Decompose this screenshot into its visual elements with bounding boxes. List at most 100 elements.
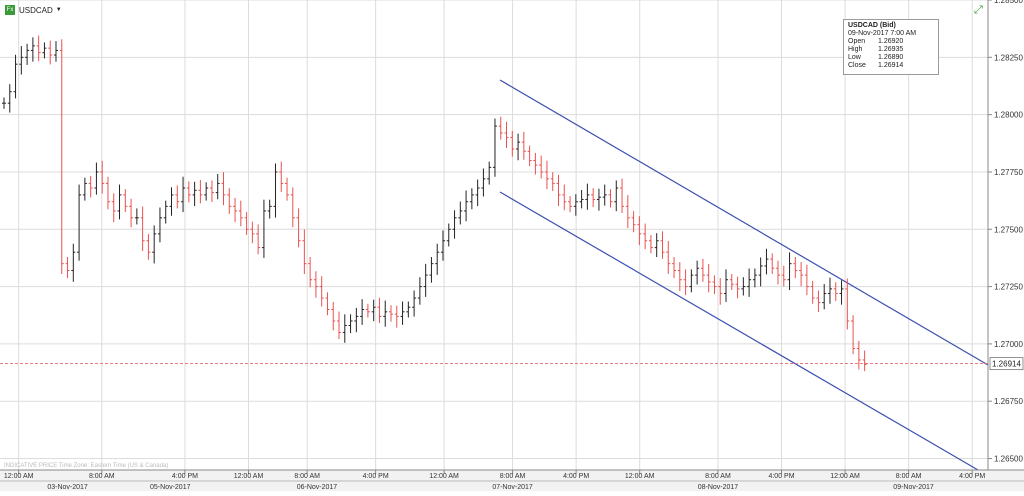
ohlc-bar — [770, 253, 775, 274]
x-tick-label: 12:00 AM — [625, 473, 655, 480]
ohlc-bar — [498, 116, 503, 140]
ohlc-bar — [585, 183, 590, 210]
ohlc-bar — [643, 223, 648, 250]
ohlc-bar — [625, 195, 630, 229]
ohlc-bar — [804, 264, 809, 296]
ohlc-bar — [30, 37, 35, 62]
ohlc-bar — [735, 276, 740, 299]
ohlc-bar — [781, 265, 786, 287]
ohlc-bar — [683, 269, 688, 296]
ohlc-bar — [556, 174, 561, 207]
x-tick-label: 12:00 AM — [4, 473, 34, 480]
ohlc-bar — [394, 305, 399, 328]
ohlc-bar — [13, 54, 18, 99]
ohlc-title: USDCAD (Bid) — [848, 22, 896, 29]
ohlc-bar — [787, 252, 792, 291]
ohlc-bar — [596, 188, 601, 211]
ohlc-bar — [308, 257, 313, 288]
ohlc-bar — [169, 187, 174, 216]
symbol-selector[interactable]: Fx USDCAD ▼ — [5, 5, 62, 15]
ohlc-bar — [417, 277, 422, 305]
footer-note: INDICATIVE PRICE Time Zone: Eastern Time… — [4, 463, 168, 469]
ohlc-bar — [521, 131, 526, 160]
ohlc-bar — [163, 200, 168, 224]
ohlc-bar — [747, 268, 752, 297]
ohlc-bar — [221, 172, 226, 206]
x-date-label: 09-Nov-2017 — [893, 484, 934, 491]
y-tick-label: 1.27250 — [994, 283, 1023, 292]
symbol-label: USDCAD — [19, 5, 53, 15]
ohlc-bar — [648, 235, 653, 254]
x-tick-label: 4:00 PM — [563, 473, 589, 480]
channel-upper-line[interactable] — [499, 79, 989, 366]
ohlc-row-low: Low 1.26890 — [848, 54, 904, 61]
ohlc-bar — [77, 184, 82, 261]
x-tick-label: 4:00 PM — [959, 473, 985, 480]
ohlc-datetime: 09-Nov-2017 7:00 AM — [848, 30, 917, 37]
y-tick-label: 1.28250 — [994, 53, 1023, 62]
ohlc-bar — [400, 301, 405, 325]
x-date-label: 06-Nov-2017 — [297, 484, 338, 491]
ohlc-bar — [157, 207, 162, 243]
ohlc-bar — [856, 340, 861, 370]
ohlc-bar — [579, 190, 584, 209]
ohlc-bar — [475, 179, 480, 207]
ohlc-bar — [718, 278, 723, 305]
y-tick-label: 1.27750 — [994, 168, 1023, 177]
last-price-label: 1.26914 — [992, 360, 1021, 369]
ohlc-bar — [550, 172, 555, 191]
ohlc-bar — [608, 189, 613, 208]
ohlc-bar — [290, 187, 295, 228]
x-date-label: 08-Nov-2017 — [698, 484, 739, 491]
ohlc-bar — [48, 40, 53, 65]
ohlc-bar — [700, 258, 705, 282]
expand-icon[interactable]: ⤢ — [974, 4, 983, 16]
ohlc-bar — [331, 301, 336, 331]
ohlc-bar — [510, 130, 515, 157]
ohlc-bar — [152, 225, 157, 264]
x-date-label: 05-Nov-2017 — [150, 484, 191, 491]
ohlc-bar — [631, 211, 636, 233]
ohlc-bar — [827, 277, 832, 304]
x-tick-label: 8:00 AM — [89, 473, 115, 480]
y-tick-label: 1.28000 — [994, 111, 1023, 120]
ohlc-bar — [261, 199, 266, 258]
ohlc-bar — [839, 280, 844, 305]
ohlc-bar — [775, 260, 780, 285]
ohlc-bar — [82, 177, 87, 201]
ohlc-bar — [729, 273, 734, 291]
x-tick-label: 12:00 AM — [830, 473, 860, 480]
ohlc-bar — [458, 201, 463, 225]
ohlc-bar — [250, 221, 255, 244]
x-tick-label: 4:00 PM — [172, 473, 198, 480]
ohlc-bar — [192, 181, 197, 207]
ohlc-bar — [712, 275, 717, 295]
x-tick-label: 4:00 PM — [363, 473, 389, 480]
channel-lower-line[interactable] — [499, 191, 979, 471]
ohlc-bar — [429, 257, 434, 283]
ohlc-bar — [285, 177, 290, 201]
ohlc-bar — [799, 262, 804, 287]
ohlc-bar — [2, 97, 6, 109]
ohlc-bar — [19, 46, 24, 75]
ohlc-bar — [337, 311, 342, 340]
ohlc-bar — [764, 248, 769, 275]
ohlc-bar — [672, 257, 677, 279]
x-date-label: 03-Nov-2017 — [47, 484, 88, 491]
ohlc-bar — [360, 299, 365, 325]
ohlc-bar — [94, 162, 99, 195]
ohlc-bar — [273, 163, 278, 218]
chevron-down-icon[interactable]: ▼ — [55, 7, 62, 13]
ohlc-bar — [238, 200, 243, 227]
ohlc-bar — [227, 188, 232, 214]
ohlc-bar — [181, 176, 186, 213]
ohlc-bar — [71, 243, 76, 282]
ohlc-bar — [244, 212, 249, 235]
ohlc-bar — [816, 290, 821, 313]
ohlc-bar — [516, 133, 521, 161]
ohlc-bar — [377, 297, 382, 324]
ohlc-bar — [452, 210, 457, 239]
ohlc-bar — [573, 194, 578, 216]
